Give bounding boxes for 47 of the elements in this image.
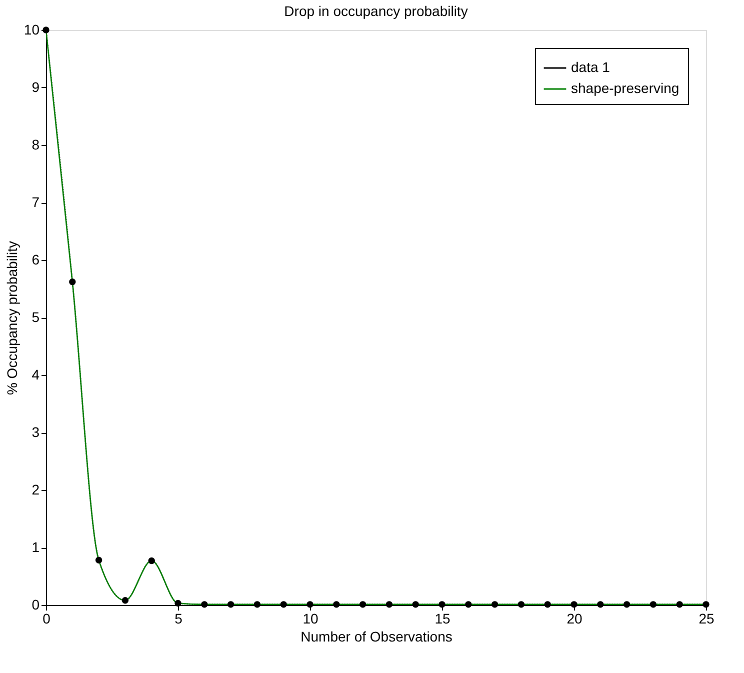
legend-label: data 1 [571,59,610,75]
point [95,556,102,564]
y-tick-label: 3 [32,424,40,440]
y-tick-label: 10 [24,22,40,38]
chart-title: Drop in occupancy probability [284,3,468,19]
point [280,601,287,608]
point [570,601,578,608]
y-tick-label: 9 [32,79,40,95]
point [359,601,366,608]
point [412,601,419,608]
y-tick-label: 1 [32,539,40,555]
y-tick-label: 4 [32,366,40,382]
point [122,597,129,604]
y-tick-label: 6 [32,252,40,268]
y-tick-label: 7 [32,194,40,210]
point [438,601,446,608]
x-tick-label: 10 [302,610,318,626]
point [702,601,710,608]
x-tick-label: 5 [174,610,183,626]
y-tick-label: 5 [32,309,40,325]
point [333,601,340,608]
point [491,601,498,608]
x-tick-label: 20 [566,610,582,626]
point [174,600,182,607]
y-tick-label: 0 [32,596,40,612]
point [465,601,472,608]
legend-label: shape-preserving [571,80,680,96]
x-tick-label: 25 [698,610,714,626]
point [69,278,76,286]
point [227,601,234,608]
x-tick-label: 0 [42,610,51,626]
point [544,601,551,608]
point [676,601,683,608]
point [254,601,261,608]
y-tick-label: 8 [32,136,40,152]
y-axis-title: % Occupancy probability [4,240,20,396]
point [306,601,314,608]
point [386,601,393,608]
point [201,601,208,608]
point [148,557,155,564]
x-axis-title: Number of Observations [300,628,452,644]
point [623,601,630,608]
point [518,601,525,608]
y-tick-label: 2 [32,482,40,498]
x-tick-label: 15 [434,610,450,626]
point [597,601,604,608]
point [650,601,657,608]
